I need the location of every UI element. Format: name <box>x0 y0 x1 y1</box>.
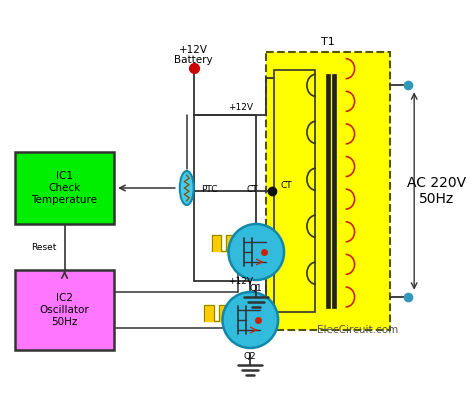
Text: CT: CT <box>246 186 258 194</box>
Text: CT: CT <box>280 180 292 190</box>
Text: Q1: Q1 <box>250 284 263 292</box>
Text: +12V: +12V <box>228 276 253 286</box>
Text: ElecCircuit.com: ElecCircuit.com <box>317 325 398 335</box>
Text: +12V: +12V <box>228 104 253 112</box>
Ellipse shape <box>180 171 194 205</box>
Text: IC2
Oscillator
50Hz: IC2 Oscillator 50Hz <box>40 294 90 326</box>
Text: +12V: +12V <box>179 45 208 55</box>
Bar <box>15 152 114 224</box>
Text: Battery: Battery <box>174 55 213 65</box>
Text: Reset: Reset <box>31 242 56 252</box>
Circle shape <box>228 224 284 280</box>
Polygon shape <box>204 305 228 321</box>
Text: IC1
Check
Temperature: IC1 Check Temperature <box>32 171 98 204</box>
Bar <box>332 74 336 308</box>
Text: T1: T1 <box>321 37 335 47</box>
Bar <box>15 270 114 350</box>
Text: Q2: Q2 <box>244 352 256 360</box>
Bar <box>326 74 330 308</box>
Circle shape <box>222 292 278 348</box>
Bar <box>274 70 315 312</box>
Text: AC 220V
50Hz: AC 220V 50Hz <box>408 176 466 206</box>
Bar <box>266 52 390 330</box>
Text: PTC: PTC <box>201 186 217 194</box>
Polygon shape <box>211 235 237 251</box>
